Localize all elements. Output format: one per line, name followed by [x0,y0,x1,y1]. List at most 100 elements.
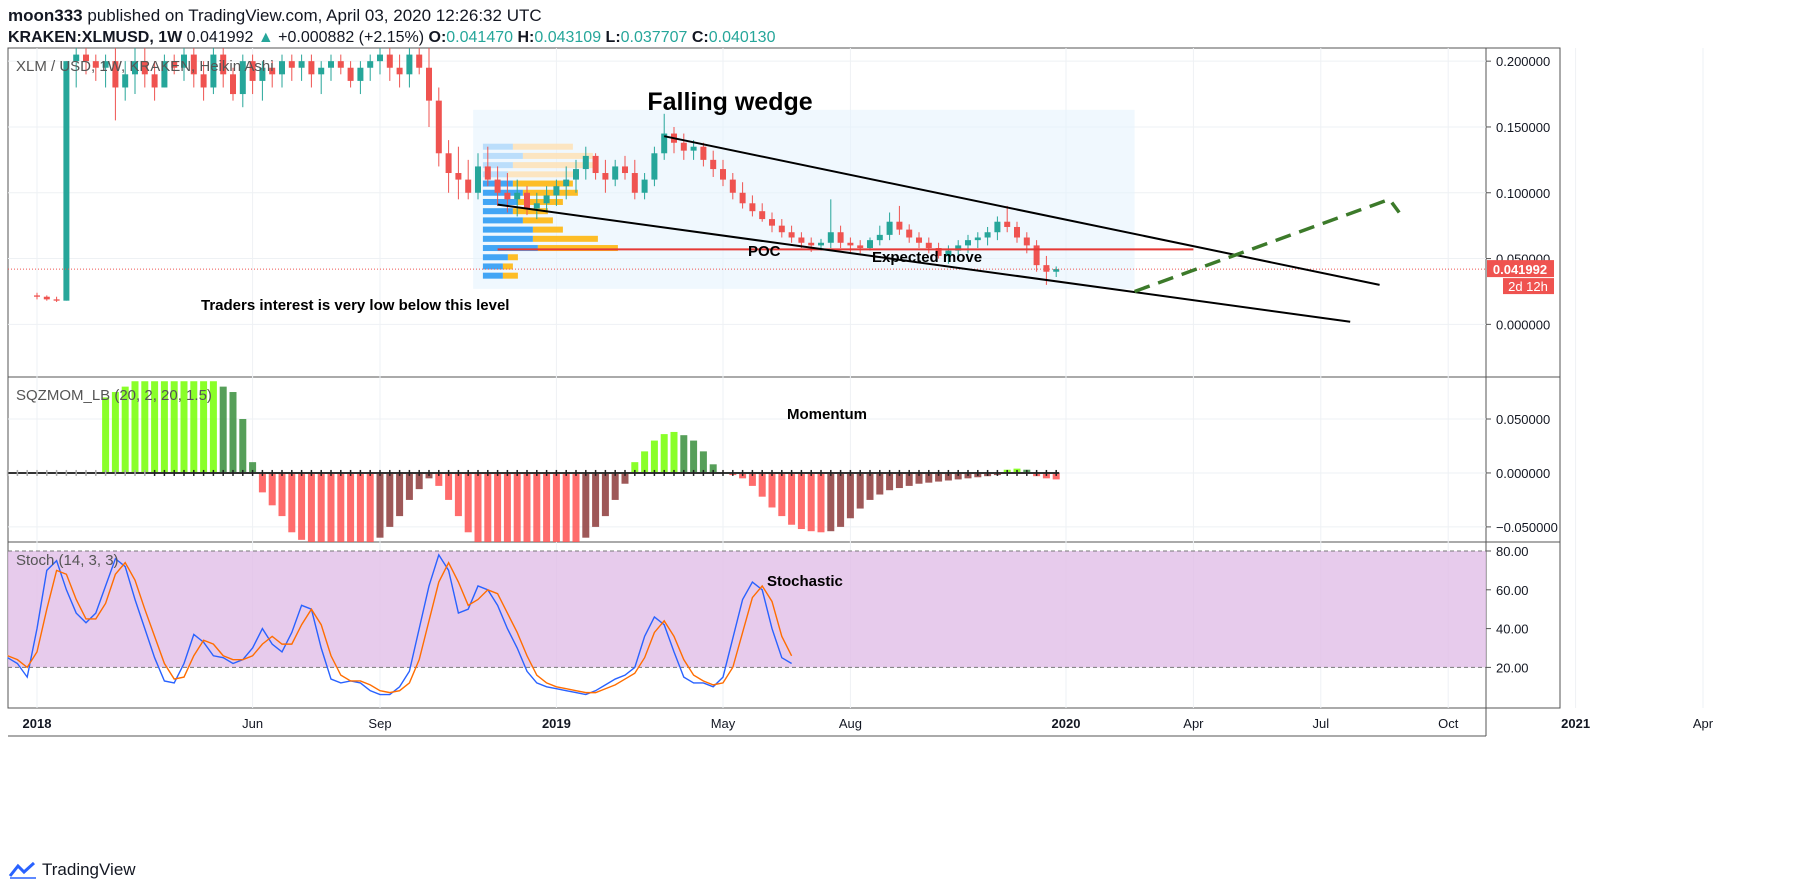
candle-body [710,159,717,170]
volume-profile-down-bar [532,226,563,233]
candle-body [916,237,922,243]
candle-body [553,186,560,196]
candle-body [700,146,707,160]
momentum-bar [660,434,668,473]
volume-profile-up-bar [482,152,523,159]
publish-info: moon333 published on TradingView.com, Ap… [8,6,542,26]
candle-body [141,61,148,75]
candle-body [220,54,227,75]
traders-interest-annotation: Traders interest is very low below this … [201,297,509,314]
candle-body [612,166,619,180]
volume-profile-down-bar [522,152,593,159]
open-label: O: [428,29,447,46]
candle-body [769,219,775,226]
candle-body [102,61,109,68]
momentum-bar [562,472,570,542]
candle-body [298,61,305,68]
candle-body [288,61,295,68]
momentum-bar [807,472,815,532]
momentum-bar [209,381,217,473]
momentum-bar [249,462,257,473]
momentum-bar [160,381,168,473]
volume-profile-up-bar [482,245,538,252]
momentum-bar [121,386,129,473]
candle-body [582,155,589,170]
candle-body [337,61,344,68]
momentum-bar [827,472,835,532]
candle-body [622,166,628,174]
candle-body [680,142,687,151]
momentum-bar [494,472,502,542]
stoch-tick-label: 60.00 [1496,583,1529,598]
candle-body [955,245,962,251]
candle-body [53,299,60,301]
candle-body [808,242,815,246]
stoch-d-line [7,561,793,694]
price-tick-label: 0.100000 [1496,186,1550,201]
momentum-bar [817,472,825,533]
candle-body [906,229,913,238]
candle-body [318,67,325,75]
momentum-bar [690,440,698,473]
momentum-bar [190,381,198,473]
candle-body [1014,226,1020,238]
time-tick-label: Apr [1183,716,1204,731]
low-value: 0.037707 [620,29,688,46]
symbol-name: KRAKEN:XLMUSD, 1W [8,29,183,46]
candle-body [994,221,1001,233]
time-tick-label: Sep [368,716,391,731]
footer-brand[interactable]: TradingView [42,860,136,879]
momentum-bar [680,435,688,473]
candle-body [827,232,834,243]
volume-profile-up-bar [482,162,513,169]
momentum-bar [925,472,933,483]
candle-body [945,250,952,256]
momentum-bar [543,472,551,542]
momentum-bar [788,472,796,525]
momentum-bar [905,472,913,486]
momentum-bar [180,381,188,473]
candle-body [455,173,462,180]
candle-body [377,54,383,62]
momentum-bar [151,381,159,473]
wedge-trendline [663,135,1380,286]
volume-profile-up-bar [482,254,508,261]
momentum-bar [239,419,247,473]
stoch-tick-label: 20.00 [1496,660,1529,675]
time-tick-label: Oct [1438,716,1459,731]
tradingview-logo-icon[interactable] [8,860,38,880]
momentum-bar [533,472,541,542]
candle-body [445,153,452,174]
candle-body [396,67,403,75]
low-label: L: [605,29,621,46]
candle-body [367,61,374,68]
momentum-bar [699,451,707,473]
momentum-bar [935,472,943,482]
momentum-bar [631,462,639,473]
expected-move-path [1134,197,1401,294]
candle-body [426,67,432,101]
momentum-bar [386,472,394,527]
momentum-bar [621,472,629,484]
momentum-bar [435,472,443,486]
candle-body [122,74,129,88]
volume-profile-down-bar [522,217,553,224]
wedge-trendline [497,203,1351,323]
candle-body [573,169,579,180]
momentum-annotation: Momentum [787,406,867,423]
momentum-bar [797,472,805,530]
candle-body [43,296,50,300]
candle-body [1023,237,1030,246]
volume-profile-area [473,109,1135,289]
momentum-bar [611,472,619,500]
candle-body [308,61,315,75]
candle-body [837,232,844,243]
momentum-bar [131,381,139,473]
momentum-bar [219,386,227,473]
close-label: C: [691,29,709,46]
symbol-info: KRAKEN:XLMUSD, 1W 0.041992 ▲ +0.000882 (… [8,29,775,47]
expected-move-annotation: Expected move [872,249,982,266]
volume-profile-down-bar [512,208,548,215]
momentum-bar [366,472,374,542]
